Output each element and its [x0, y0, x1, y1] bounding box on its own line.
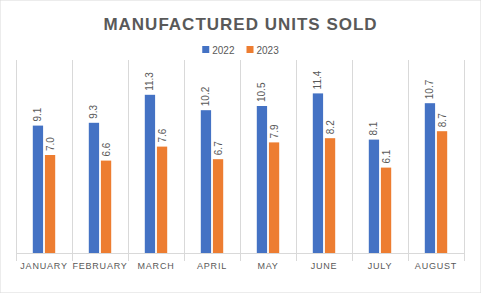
bar	[101, 161, 111, 253]
data-label: 6.6	[101, 142, 112, 156]
data-labels: 9.1 9.3 11.3 10.2 10.5 11.4 8.1 10.7 7.0 6.6 7.6 6.…	[32, 70, 447, 163]
x-tick: AUGUST	[415, 253, 457, 271]
x-tick-label: JUNE	[311, 261, 338, 271]
bar	[145, 95, 155, 253]
legend-item: 2023	[247, 45, 280, 56]
x-tick: JANUARY	[20, 253, 67, 271]
bar	[33, 126, 43, 253]
data-label: 7.9	[269, 124, 280, 138]
category-separator	[72, 60, 73, 261]
data-label: 8.1	[368, 121, 379, 135]
data-label: 6.1	[381, 149, 392, 163]
category-separator	[352, 60, 353, 261]
x-tick-label: MAY	[257, 261, 278, 271]
bar	[369, 140, 379, 253]
x-tick-label: JULY	[368, 261, 393, 271]
data-label: 6.7	[213, 141, 224, 155]
data-label: 9.1	[32, 107, 43, 121]
bar	[381, 168, 391, 253]
bar	[157, 147, 167, 253]
category-separator	[408, 60, 409, 261]
x-tick: MARCH	[138, 253, 175, 271]
data-label: 10.7	[424, 79, 435, 99]
data-label: 10.5	[256, 82, 267, 102]
data-label: 7.6	[157, 128, 168, 142]
x-tick: FEBRUARY	[72, 253, 127, 271]
legend-item: 2022	[202, 45, 235, 56]
background	[0, 0, 481, 293]
x-tick: JUNE	[311, 253, 338, 271]
legend: 2022 2023	[202, 45, 279, 56]
category-separator	[296, 60, 297, 261]
bar	[425, 103, 435, 253]
bar	[213, 159, 223, 253]
bar	[45, 155, 55, 253]
x-tick-label: AUGUST	[415, 261, 457, 271]
category-separator	[16, 60, 17, 261]
data-label: 7.0	[45, 137, 56, 151]
data-label: 11.3	[144, 72, 155, 91]
category-separator	[184, 60, 185, 261]
bar	[269, 142, 279, 253]
category-separators	[17, 60, 465, 261]
bar	[89, 123, 99, 253]
x-tick-label: FEBRUARY	[72, 261, 127, 271]
bar	[201, 110, 211, 253]
data-label: 9.3	[88, 104, 99, 118]
x-tick: APRIL	[197, 253, 227, 271]
title: MANUFACTURED UNITS SOLD	[103, 15, 377, 34]
data-label: 8.2	[325, 120, 336, 134]
bar	[437, 131, 447, 253]
legend-label: 2023	[257, 45, 280, 56]
legend-label: 2022	[212, 45, 235, 56]
bar	[325, 138, 335, 253]
x-axis-line	[17, 253, 465, 254]
x-tick-label: JANUARY	[20, 261, 67, 271]
chart: MANUFACTURED UNITS SOLD 9.1 9.3 11.3 10.2 10.…	[0, 0, 481, 293]
x-axis: JANUARY FEBRUARY MARCH APRIL MAY JUNE JULY AUGU…	[17, 253, 465, 271]
bar	[313, 93, 323, 253]
y-axis	[16, 86, 18, 254]
bars	[33, 93, 447, 253]
legend-swatch	[202, 46, 209, 53]
data-label: 11.4	[312, 70, 323, 89]
data-label: 8.7	[437, 113, 448, 127]
x-tick-label: APRIL	[197, 261, 227, 271]
y-axis-line	[16, 86, 17, 254]
data-label: 10.2	[200, 86, 211, 106]
category-separator	[240, 60, 241, 261]
legend-swatch	[247, 46, 254, 53]
x-tick: JULY	[368, 253, 393, 271]
category-separator	[128, 60, 129, 261]
bar	[257, 106, 267, 253]
category-separator	[464, 60, 465, 261]
x-tick: MAY	[257, 253, 278, 271]
x-tick-label: MARCH	[138, 261, 175, 271]
